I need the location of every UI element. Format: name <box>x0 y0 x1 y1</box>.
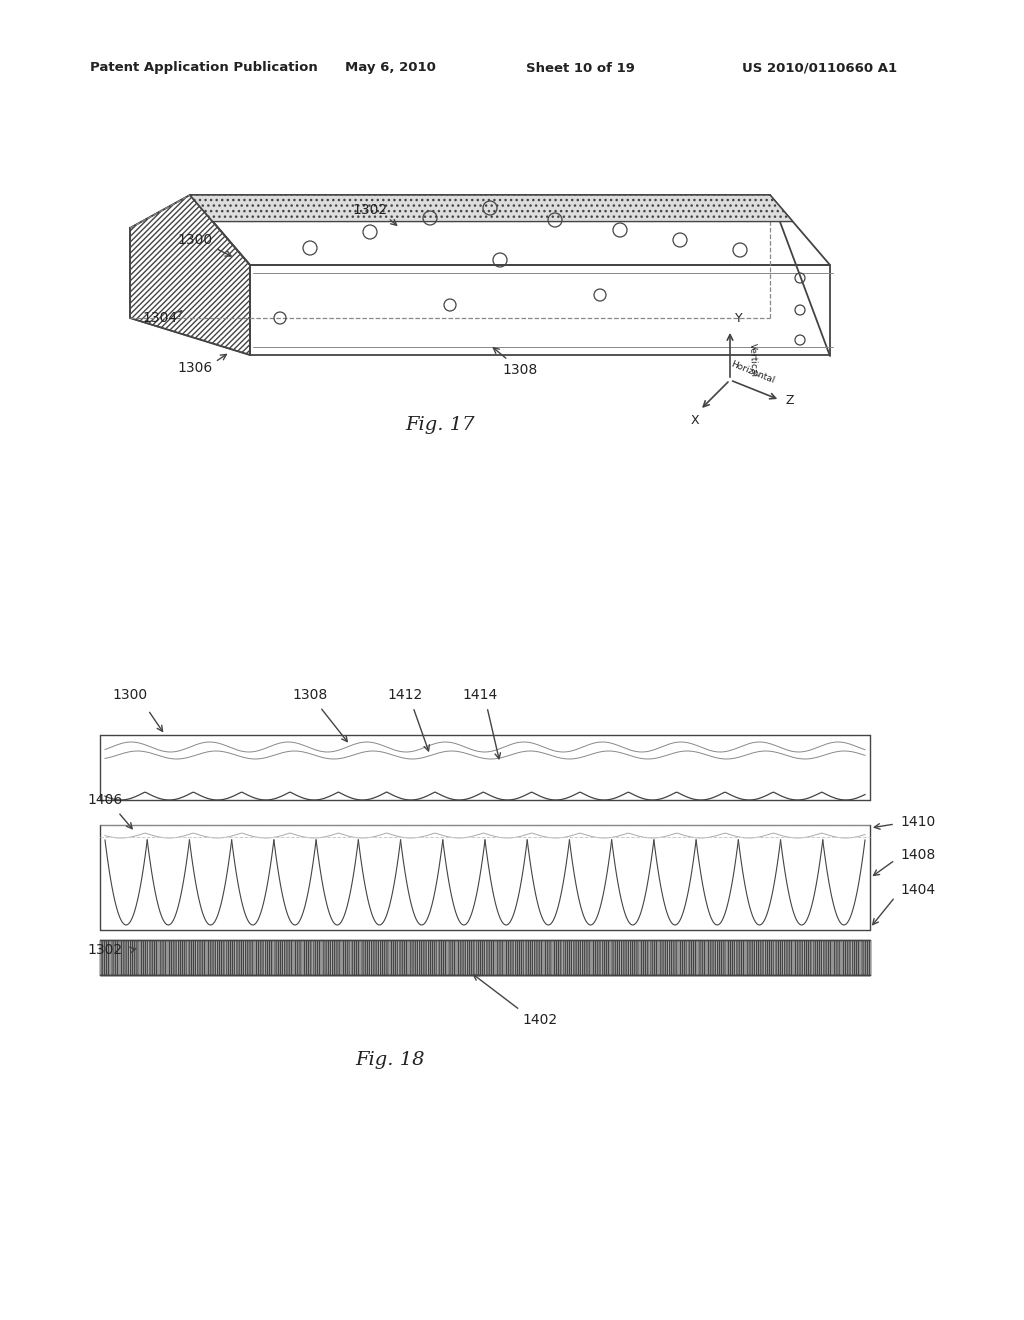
Text: Fig. 18: Fig. 18 <box>355 1051 425 1069</box>
Text: 1406: 1406 <box>87 793 123 807</box>
Text: 1304: 1304 <box>142 312 177 325</box>
Text: 1410: 1410 <box>900 814 935 829</box>
Polygon shape <box>190 195 793 222</box>
Text: Z: Z <box>785 393 794 407</box>
Text: 1404: 1404 <box>900 883 935 898</box>
Text: 1300: 1300 <box>113 688 147 702</box>
Text: Patent Application Publication: Patent Application Publication <box>90 62 317 74</box>
Text: Fig. 17: Fig. 17 <box>406 416 475 434</box>
Text: May 6, 2010: May 6, 2010 <box>344 62 435 74</box>
Text: 1308: 1308 <box>293 688 328 702</box>
Text: Vertical: Vertical <box>748 343 758 378</box>
Text: 1300: 1300 <box>177 234 213 247</box>
Text: 1302: 1302 <box>87 942 123 957</box>
Text: Sheet 10 of 19: Sheet 10 of 19 <box>525 62 635 74</box>
Text: Horizontal: Horizontal <box>729 359 776 385</box>
Text: 1402: 1402 <box>522 1012 557 1027</box>
Text: US 2010/0110660 A1: US 2010/0110660 A1 <box>742 62 898 74</box>
Text: 1412: 1412 <box>387 688 423 702</box>
Text: 1308: 1308 <box>503 363 538 378</box>
Bar <box>100 940 870 975</box>
Text: 1414: 1414 <box>463 688 498 702</box>
Text: X: X <box>690 413 699 426</box>
Text: 1302: 1302 <box>352 203 387 216</box>
Text: Y: Y <box>735 312 742 325</box>
Text: 1306: 1306 <box>177 360 213 375</box>
Text: 1408: 1408 <box>900 847 935 862</box>
